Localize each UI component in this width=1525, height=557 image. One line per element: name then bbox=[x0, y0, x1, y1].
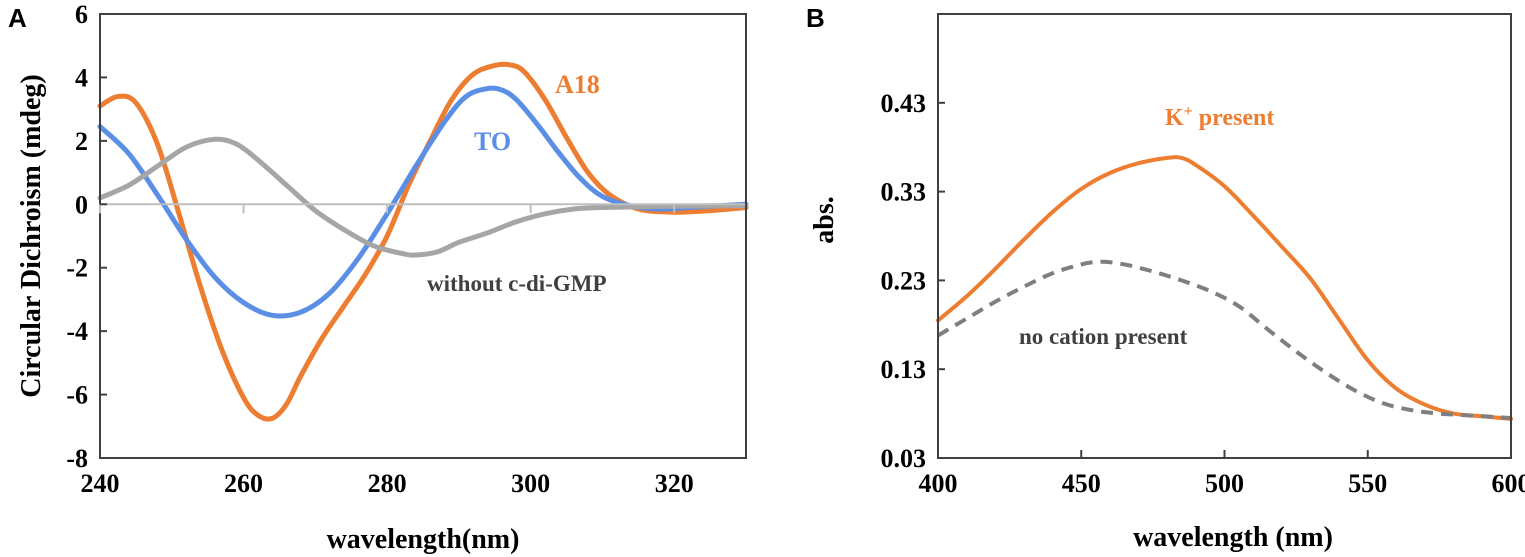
y-tick-label: 0.43 bbox=[881, 89, 927, 118]
y-tick-label: -8 bbox=[66, 444, 88, 473]
x-tick-label: 320 bbox=[655, 469, 694, 498]
y-tick-label: 0 bbox=[75, 190, 88, 219]
x-tick-label: 600 bbox=[1492, 469, 1525, 498]
series-line-no-cation-present bbox=[936, 259, 1512, 420]
panel-b-x-axis-title: wavelength (nm) bbox=[1133, 522, 1333, 553]
panel-b-tick-labels: 400 450 500 550 600 0.03 0.13 0.23 0.33 0.43 bbox=[881, 89, 1525, 498]
panel-a-y-axis-title: Circular Dichroism (mdeg) bbox=[16, 74, 47, 398]
y-tick-label: -2 bbox=[66, 254, 88, 283]
x-tick-label: 300 bbox=[511, 469, 550, 498]
panel-a-tick-labels: 240 260 280 300 320 -8 -6 -4 -2 0 2 4 6 bbox=[66, 0, 693, 498]
annotation-k-present: K+ present bbox=[1165, 103, 1274, 131]
x-tick-label: 260 bbox=[224, 469, 263, 498]
y-tick-label: 0.13 bbox=[881, 355, 927, 384]
panel-b-plot-frame bbox=[937, 13, 1512, 459]
panel-a-axes bbox=[99, 13, 747, 459]
panel-a: A 240 260 280 300 320 -8 -6 -4 -2 0 2 4 6 wavelength… bbox=[8, 0, 749, 555]
series-line-k-present bbox=[936, 155, 1513, 421]
x-tick-label: 500 bbox=[1205, 469, 1244, 498]
x-tick-label: 240 bbox=[81, 469, 120, 498]
series-line-without-c-di-gmp bbox=[97, 136, 749, 258]
annotation-k-base: K bbox=[1165, 105, 1184, 131]
panel-a-x-axis-title: wavelength(nm) bbox=[327, 524, 520, 555]
x-tick-label: 400 bbox=[919, 469, 958, 498]
y-tick-label: -4 bbox=[66, 317, 88, 346]
y-tick-label: -6 bbox=[66, 381, 88, 410]
annotation-k-suffix: present bbox=[1193, 105, 1275, 131]
annotation-a18: A18 bbox=[555, 70, 600, 99]
annotation-no-cation-present: no cation present bbox=[1019, 324, 1188, 349]
y-tick-label: 4 bbox=[75, 63, 88, 92]
y-tick-label: 2 bbox=[75, 127, 88, 156]
x-tick-label: 550 bbox=[1348, 469, 1387, 498]
panel-a-plot-frame bbox=[99, 13, 747, 459]
x-tick-label: 280 bbox=[368, 469, 407, 498]
annotation-without-c-di-gmp: without c-di-GMP bbox=[427, 271, 607, 296]
series-line-a18 bbox=[97, 61, 749, 422]
y-tick-label: 6 bbox=[75, 0, 88, 29]
y-tick-label: 0.03 bbox=[881, 444, 927, 473]
y-tick-label: 0.23 bbox=[881, 266, 927, 295]
panel-b-axes bbox=[937, 13, 1512, 459]
panel-b: B 400 450 500 550 600 0.03 0.13 0.23 0.33 0.43 wa… bbox=[806, 3, 1525, 553]
panel-label-a: A bbox=[8, 3, 27, 33]
annotation-to: TO bbox=[474, 127, 511, 156]
panel-a-series bbox=[97, 61, 749, 422]
annotation-k-superscript: + bbox=[1184, 103, 1193, 120]
panel-b-series bbox=[936, 155, 1513, 421]
panel-b-y-axis-title: abs. bbox=[809, 196, 840, 243]
panel-label-b: B bbox=[806, 3, 825, 33]
x-tick-label: 450 bbox=[1062, 469, 1101, 498]
y-tick-label: 0.33 bbox=[881, 178, 927, 207]
